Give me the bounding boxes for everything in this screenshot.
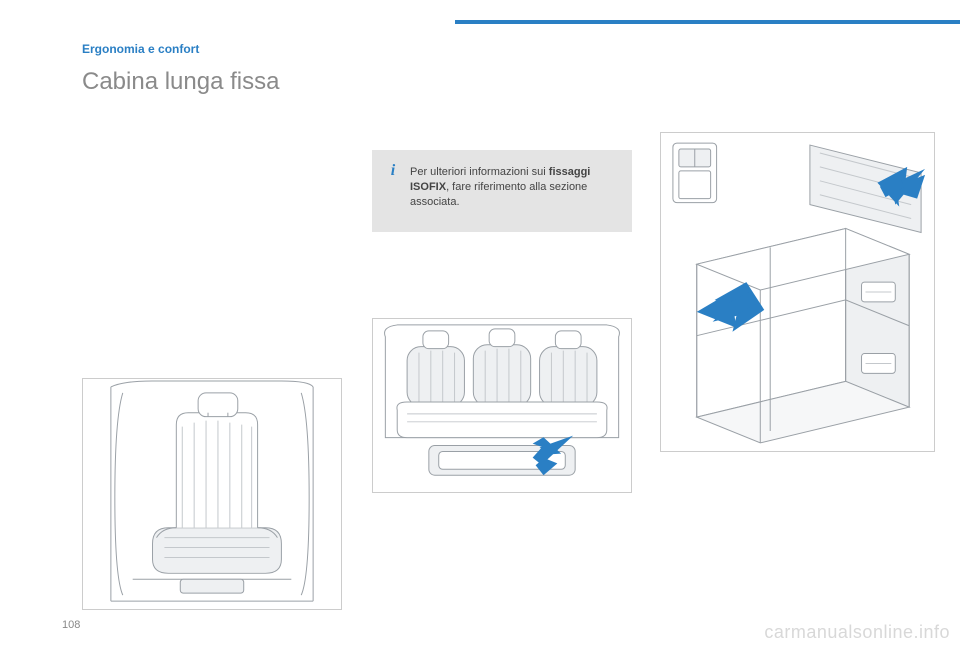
info-callout: i Per ulteriori informazioni sui fissagg… [372, 150, 632, 232]
page-number: 108 [62, 619, 80, 631]
watermark: carmanualsonline.info [764, 622, 950, 643]
section-label: Ergonomia e confort [82, 42, 199, 56]
illustration-bench-front [372, 318, 632, 493]
info-text-prefix: Per ulteriori informazioni sui [410, 166, 549, 178]
header-accent-bar [455, 20, 960, 24]
illustration-cargo-bins [660, 132, 935, 452]
illustration-seat-side [82, 378, 342, 610]
info-icon: i [386, 164, 400, 178]
page-title: Cabina lunga fissa [82, 68, 279, 96]
